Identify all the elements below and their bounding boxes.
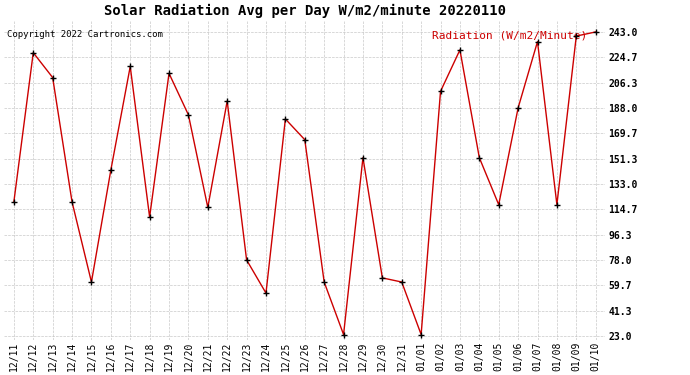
- Text: Radiation (W/m2/Minute): Radiation (W/m2/Minute): [432, 30, 587, 40]
- Text: Copyright 2022 Cartronics.com: Copyright 2022 Cartronics.com: [7, 30, 163, 39]
- Title: Solar Radiation Avg per Day W/m2/minute 20220110: Solar Radiation Avg per Day W/m2/minute …: [104, 4, 506, 18]
